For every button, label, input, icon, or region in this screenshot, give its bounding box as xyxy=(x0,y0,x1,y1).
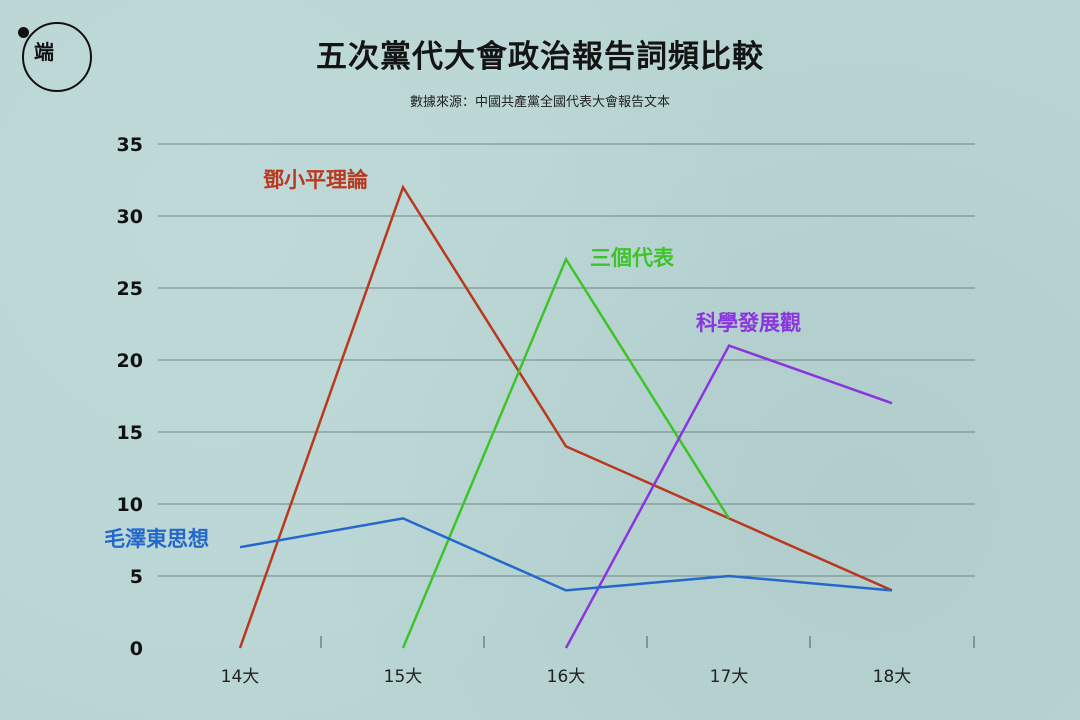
x-tick-label: 14大 xyxy=(221,667,260,687)
chart-title: 五次黨代大會政治報告詞頻比較 xyxy=(316,39,764,75)
series-label: 鄧小平理論 xyxy=(263,168,369,192)
y-tick-label: 20 xyxy=(117,350,143,372)
y-tick-label: 5 xyxy=(130,566,143,588)
y-tick-label: 15 xyxy=(117,422,143,444)
y-tick-label: 10 xyxy=(117,494,143,516)
series-label: 毛澤東思想 xyxy=(104,527,209,551)
series-label: 科學發展觀 xyxy=(696,311,801,335)
x-tick-label: 16大 xyxy=(547,667,586,687)
logo-text: 端 xyxy=(34,40,55,64)
series-line-1 xyxy=(401,256,731,649)
series-line-2 xyxy=(564,344,893,649)
x-tick-label: 17大 xyxy=(710,667,749,687)
y-tick-label: 30 xyxy=(117,206,143,228)
y-tick-label: 25 xyxy=(117,278,143,300)
series-line-0 xyxy=(238,184,893,649)
chart-subtitle: 數據來源：中國共產黨全國代表大會報告文本 xyxy=(409,95,670,110)
brand-logo: 端 xyxy=(18,22,92,92)
logo-dot-icon xyxy=(18,27,29,38)
series-line-3 xyxy=(239,517,893,592)
x-tick-label: 18大 xyxy=(873,667,912,687)
y-tick-label: 35 xyxy=(117,134,143,156)
x-tick-label: 15大 xyxy=(384,667,423,687)
series-label: 三個代表 xyxy=(590,246,675,270)
y-tick-label: 0 xyxy=(130,638,143,660)
